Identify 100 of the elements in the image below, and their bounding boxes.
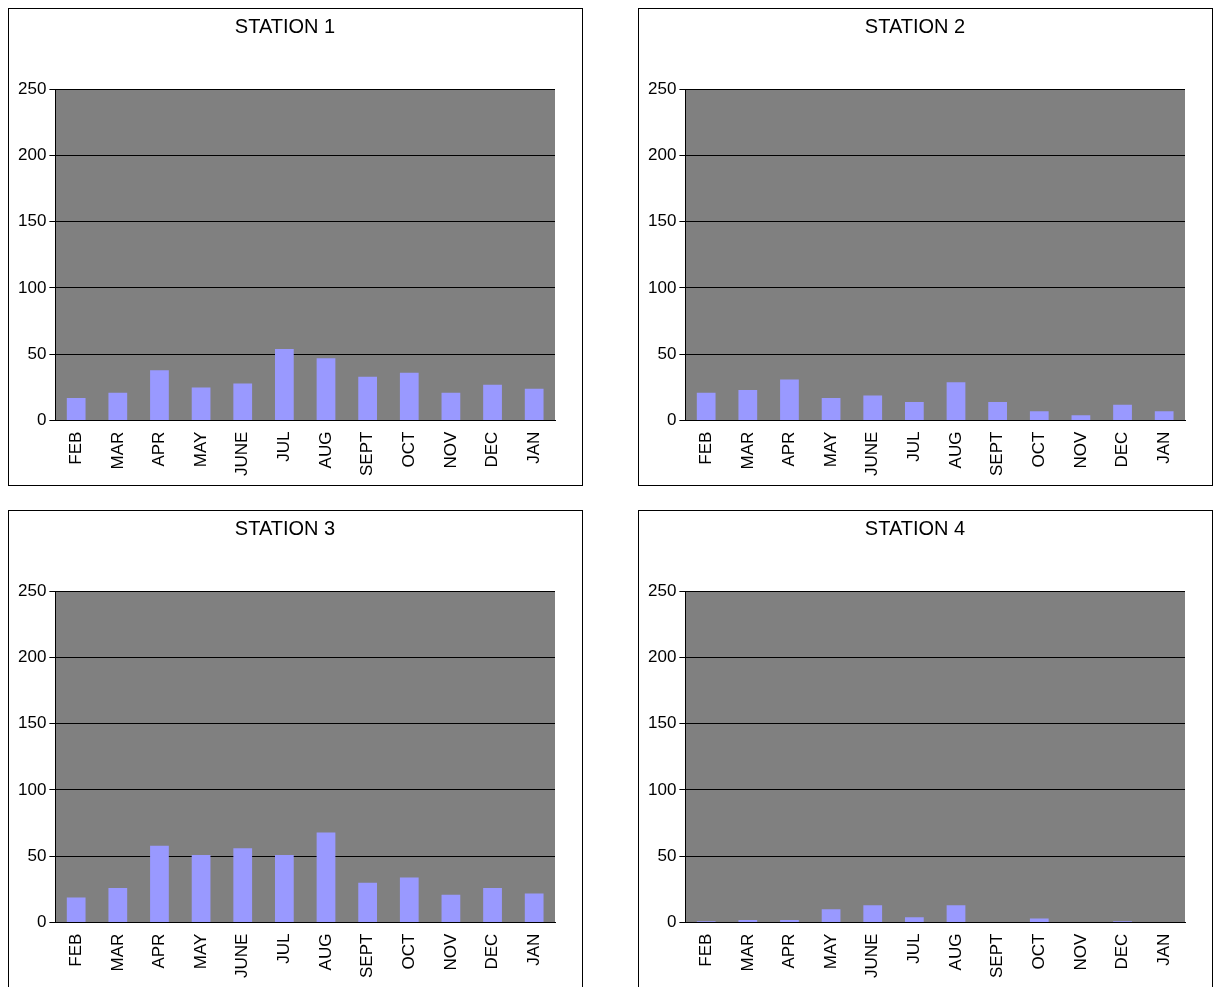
x-tick-label: APR [779,933,799,969]
chart-title: STATION 1 [234,14,336,37]
x-tick-label: OCT [1028,431,1048,468]
bar [738,390,758,421]
bar [66,398,86,421]
y-tick-label: 250 [647,580,677,600]
x-tick-label: JAN [523,933,543,966]
y-tick-label: 100 [647,277,677,297]
x-tick-label: JUNE [862,933,882,979]
bar [108,392,128,421]
x-tick-label: MAY [820,933,840,970]
y-tick-label: 0 [666,912,677,932]
y-tick-label: 0 [36,912,47,932]
y-tick-label: 200 [17,647,47,667]
bar [275,348,294,421]
x-tick-label: FEB [695,933,715,967]
x-tick-label: SEPT [987,933,1007,979]
bar [441,392,461,421]
bar [1113,404,1132,421]
y-tick-label: 200 [647,647,677,667]
x-tick-label: OCT [398,431,418,468]
x-tick-label: MAY [190,431,210,468]
bar [233,383,253,421]
x-tick-label: MAY [820,431,840,468]
y-tick-label: 50 [657,343,677,363]
x-tick-label: MAR [737,933,757,972]
y-tick-label: 50 [657,845,677,865]
x-tick-label: AUG [315,431,335,469]
x-tick-label: SEPT [987,431,1007,477]
bar [191,854,211,923]
bar [150,845,169,923]
x-tick-label: NOV [1070,430,1090,469]
x-tick-label: AUG [945,431,965,469]
y-tick-label: 250 [17,580,47,600]
y-tick-label: 50 [27,845,47,865]
x-tick-label: AUG [315,933,335,971]
x-tick-label: JUNE [862,431,882,477]
bar [946,382,966,421]
bar [863,395,883,421]
x-tick-label: JUL [904,431,924,462]
bar [1154,411,1174,421]
x-tick-label: APR [779,431,799,467]
x-tick-label: JAN [1153,933,1173,966]
bar [483,384,502,421]
x-tick-label: SEPT [357,933,377,979]
bar [399,372,419,421]
chart-title: STATION 4 [864,516,966,539]
x-tick-label: MAY [190,933,210,970]
bar [108,888,128,923]
bar [1029,411,1049,421]
bar [441,894,461,923]
bar [524,388,544,421]
y-tick-label: 100 [17,277,47,297]
x-tick-label: DEC [482,933,502,970]
bar [66,897,86,923]
bar [696,392,716,421]
y-tick-label: 150 [17,713,47,733]
chart-title: STATION 3 [234,516,336,539]
x-tick-label: NOV [1070,932,1090,971]
x-tick-label: MAR [737,431,757,470]
bar [191,387,211,421]
y-tick-label: 200 [647,145,677,165]
bar [524,893,544,923]
x-tick-label: OCT [1028,933,1048,970]
x-tick-label: NOV [440,932,460,971]
x-tick-label: JAN [523,431,543,464]
x-tick-label: OCT [398,933,418,970]
y-tick-label: 150 [647,713,677,733]
x-tick-label: FEB [695,431,715,465]
x-tick-label: MAR [107,431,127,470]
bar [905,402,924,421]
bar [483,888,502,923]
x-tick-label: APR [149,431,169,467]
bar [821,398,841,421]
bar [316,832,336,923]
x-tick-label: AUG [945,933,965,971]
y-tick-label: 50 [27,343,47,363]
y-tick-label: 0 [666,410,677,430]
chart-title: STATION 2 [864,14,966,37]
y-tick-label: 150 [17,211,47,231]
x-tick-label: MAR [107,933,127,972]
bar [233,848,253,923]
bar [358,882,378,923]
y-tick-label: 250 [647,78,677,98]
y-tick-label: 0 [36,410,47,430]
x-tick-label: JAN [1153,431,1173,464]
y-tick-label: 150 [647,211,677,231]
bar [1071,415,1091,421]
bar [780,379,799,421]
bar [358,376,378,421]
y-tick-label: 250 [17,78,47,98]
x-tick-label: FEB [65,933,85,967]
x-tick-label: APR [149,933,169,969]
x-tick-label: SEPT [357,431,377,477]
x-tick-label: JUL [904,933,924,964]
x-tick-label: DEC [1112,431,1132,468]
x-tick-label: FEB [65,431,85,465]
x-tick-label: DEC [1112,933,1132,970]
y-tick-label: 100 [647,779,677,799]
y-tick-label: 200 [17,145,47,165]
